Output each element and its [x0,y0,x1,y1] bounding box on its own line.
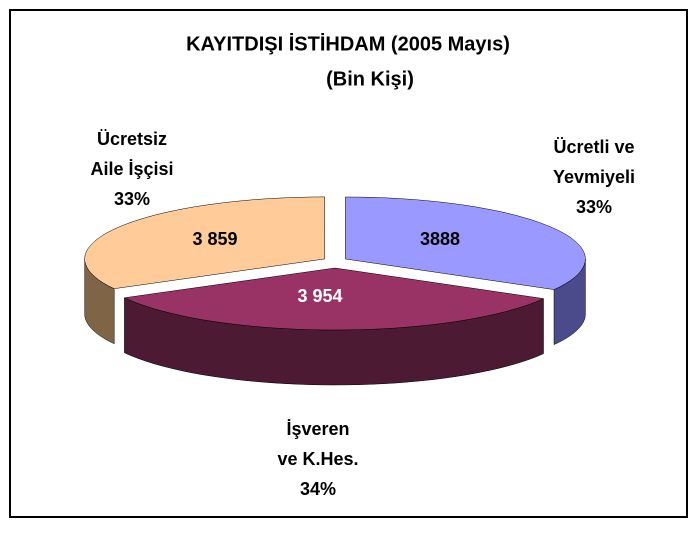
chart-title: KAYITDIŞI İSTİHDAM (2005 Mayıs) [186,32,510,55]
category-label: Ücretsiz [97,129,167,149]
category-label: Yevmiyeli [553,167,635,187]
category-label: İşveren [286,419,349,439]
percent-label: 33% [114,189,150,209]
value-label: 3 954 [297,286,342,306]
slice [84,196,325,289]
chart-subtitle: (Bin Kişi) [326,68,414,90]
slice [345,196,586,290]
slice [123,267,545,331]
value-label: 3 859 [192,229,237,249]
value-label: 3888 [420,229,460,249]
percent-label: 33% [576,197,612,217]
category-label: Aile İşçisi [90,159,173,179]
percent-label: 34% [300,479,336,499]
category-label: Ücretli ve [553,137,634,157]
category-label: ve K.Hes. [277,449,358,469]
